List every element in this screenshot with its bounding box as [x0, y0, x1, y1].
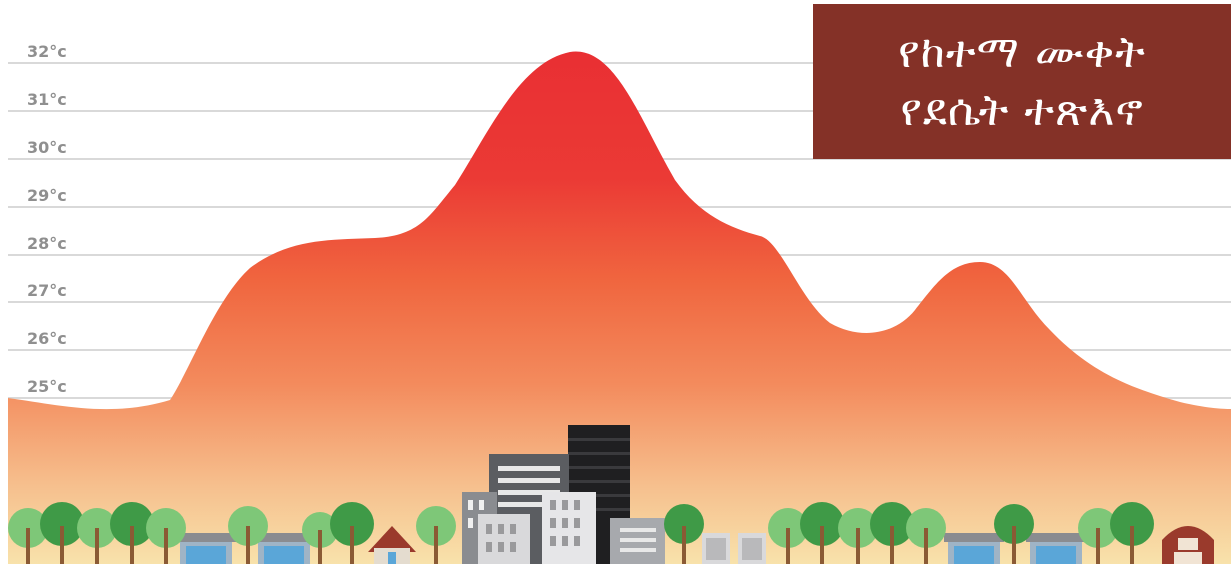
title-line-1: የከተማ ሙቀት — [898, 26, 1146, 78]
tick-label-27: 27°c — [27, 281, 67, 300]
tree-icon — [800, 502, 844, 564]
tree-icon — [302, 512, 338, 564]
tree-icon — [768, 508, 808, 564]
tree-icon — [664, 504, 704, 564]
tree-icon — [1078, 508, 1118, 564]
trees — [8, 502, 1154, 564]
tree-icon — [110, 502, 154, 564]
gray-building-icon — [610, 518, 665, 564]
tree-icon — [994, 504, 1034, 564]
houses — [176, 526, 1214, 564]
tree-icon — [838, 508, 878, 564]
tree-icon — [416, 506, 456, 564]
title-line-2: የደሴት ተጽእኖ — [900, 84, 1144, 136]
tree-icon — [146, 508, 186, 564]
house-icon — [1026, 533, 1086, 564]
tree-icon — [8, 508, 48, 564]
light-building-icon — [542, 492, 596, 564]
tick-label-30: 30°c — [27, 138, 67, 157]
house-icon — [254, 533, 314, 564]
y-axis-labels: 32°c 31°c 30°c 29°c 28°c 27°c 26°c 25°c — [27, 42, 67, 396]
tick-label-32: 32°c — [27, 42, 67, 61]
low-rise-building-icon — [702, 533, 766, 564]
tree-icon — [40, 502, 84, 564]
tree-icon — [77, 508, 117, 564]
title-box: የከተማ ሙቀት የደሴት ተጽእኖ — [813, 4, 1231, 159]
tick-label-25: 25°c — [27, 377, 67, 396]
house-icon — [368, 526, 416, 564]
tree-icon — [330, 502, 374, 564]
tree-icon — [228, 506, 268, 564]
white-building-icon — [478, 514, 530, 564]
house-icon — [176, 533, 236, 564]
tick-label-31: 31°c — [27, 90, 67, 109]
house-icon — [944, 533, 1004, 564]
tree-icon — [906, 508, 946, 564]
tree-icon — [870, 502, 914, 564]
tick-label-28: 28°c — [27, 234, 67, 253]
temperature-area — [8, 51, 1231, 564]
tree-icon — [1110, 502, 1154, 564]
tick-label-29: 29°c — [27, 186, 67, 205]
city-skyline — [462, 425, 766, 564]
tick-label-26: 26°c — [27, 329, 67, 348]
barn-icon — [1162, 526, 1214, 564]
